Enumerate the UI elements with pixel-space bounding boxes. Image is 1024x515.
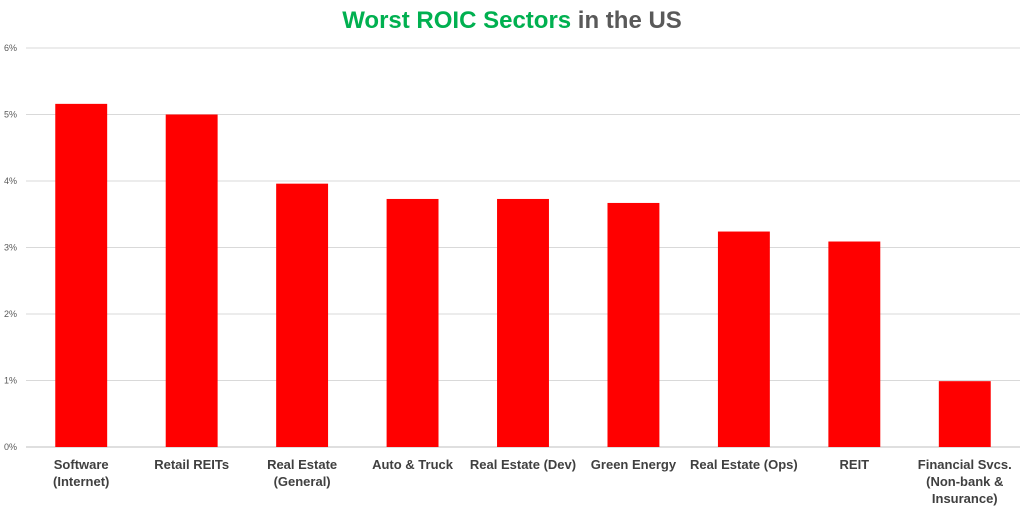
- x-category-label: Software (Internet): [53, 457, 109, 489]
- y-tick-label: 4%: [4, 176, 17, 186]
- y-tick-label: 3%: [4, 243, 17, 253]
- x-category-label-line: Software: [54, 457, 109, 472]
- chart-title-rest: in the US: [571, 7, 682, 34]
- x-category-label-line: (General): [274, 474, 331, 489]
- x-category-label: Financial Svcs. (Non-bank & Insurance): [918, 457, 1012, 506]
- x-axis-category-labels: Software (Internet) Retail REITs Real Estat…: [53, 457, 1012, 506]
- y-tick-label: 0%: [4, 442, 17, 452]
- x-category-label: Auto & Truck: [372, 457, 454, 472]
- x-category-label: Real Estate (General): [267, 457, 337, 489]
- bar: [276, 183, 329, 447]
- y-tick-label: 6%: [4, 43, 17, 53]
- chart-title-highlight: Worst ROIC Sectors: [342, 7, 572, 34]
- bar: [55, 103, 108, 448]
- x-category-label-line: Real Estate (Ops): [690, 457, 798, 472]
- x-category-label-line: REIT: [840, 457, 870, 472]
- x-category-label: Real Estate (Ops): [690, 457, 798, 472]
- bar: [938, 381, 991, 447]
- x-category-label-line: Financial Svcs.: [918, 457, 1012, 472]
- bar: [497, 198, 549, 447]
- bar: [828, 241, 881, 447]
- x-category-label-line: Retail REITs: [154, 457, 229, 472]
- y-tick-label: 5%: [4, 110, 17, 120]
- bars: [55, 103, 991, 448]
- x-category-label-line: Insurance): [932, 491, 998, 506]
- x-category-label-line: Real Estate: [267, 457, 337, 472]
- y-axis-tick-labels: 0% 1% 2% 3% 4% 5% 6%: [4, 43, 17, 452]
- x-category-label: Green Energy: [591, 457, 677, 472]
- x-category-label-line: (Internet): [53, 474, 109, 489]
- y-tick-label: 1%: [4, 376, 17, 386]
- bar: [386, 198, 439, 447]
- x-category-label: REIT: [840, 457, 870, 472]
- x-category-label: Retail REITs: [154, 457, 229, 472]
- x-category-label-line: Auto & Truck: [372, 457, 454, 472]
- bar: [717, 231, 770, 447]
- x-category-label: Real Estate (Dev): [470, 457, 576, 472]
- chart-title: Worst ROIC Sectors in the US: [0, 6, 1024, 36]
- x-category-label-line: (Non-bank &: [926, 474, 1003, 489]
- bar: [607, 202, 660, 447]
- bar: [165, 114, 218, 447]
- x-category-label-line: Real Estate (Dev): [470, 457, 576, 472]
- y-tick-label: 2%: [4, 309, 17, 319]
- x-category-label-line: Green Energy: [591, 457, 677, 472]
